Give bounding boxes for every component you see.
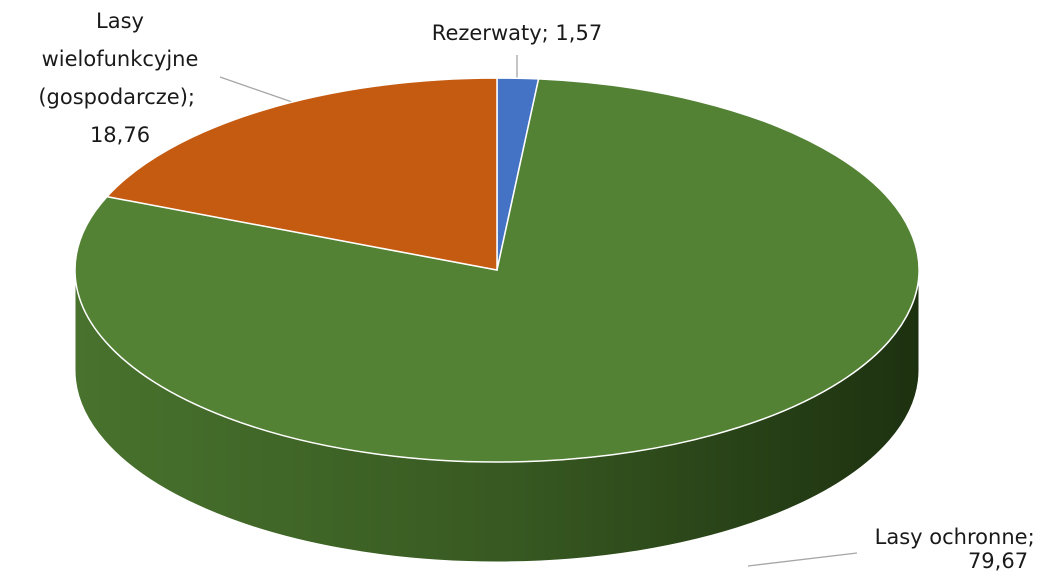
data-label: Lasy ochronne; 79,67 xyxy=(875,525,1042,573)
category-name: Lasy wielofunkcyjne (gospodarcze) xyxy=(38,9,198,109)
category-word: wielofunkcyjne xyxy=(42,47,199,71)
category-name: Lasy ochronne xyxy=(875,525,1028,549)
category-name: Rezerwaty xyxy=(432,21,542,45)
label-separator: ; xyxy=(188,85,202,109)
data-label: Lasy wielofunkcyjne (gospodarcze); 18,76 xyxy=(38,9,201,147)
leader-line xyxy=(747,552,858,567)
data-label: Rezerwaty; 1,57 xyxy=(432,21,602,45)
label-separator: ; xyxy=(1028,525,1042,549)
value-label: 1,57 xyxy=(555,21,602,45)
value-label: 79,67 xyxy=(968,549,1028,573)
leader-line xyxy=(219,76,296,104)
value-label: 18,76 xyxy=(90,123,150,147)
category-word: Lasy xyxy=(96,9,144,33)
category-word: (gospodarcze) xyxy=(38,85,188,109)
label-separator: ; xyxy=(542,21,556,45)
pie-slice xyxy=(105,77,498,271)
